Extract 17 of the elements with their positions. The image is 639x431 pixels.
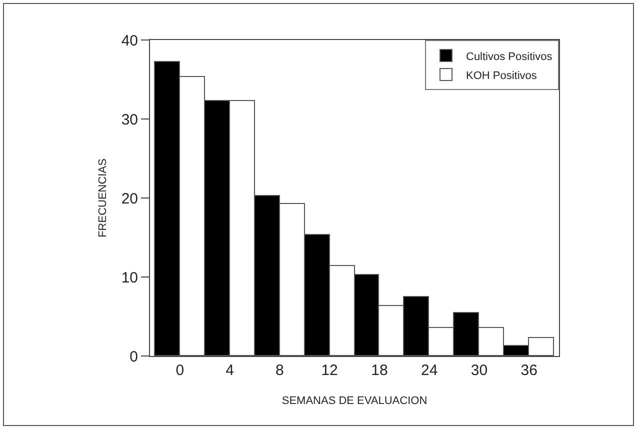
x-tick-label: 36 — [520, 362, 538, 379]
y-tick-label: 20 — [121, 190, 138, 208]
x-axis-title: SEMANAS DE EVALUACION — [282, 395, 428, 408]
x-tick-label: 12 — [321, 362, 338, 379]
legend-label: KOH Positivos — [466, 70, 538, 82]
legend-label: Cultivos Positivos — [466, 50, 553, 63]
x-tick-label: 24 — [420, 362, 438, 379]
x-tick-label: 30 — [470, 362, 488, 379]
x-tick-label: 4 — [226, 362, 234, 379]
x-tick-label: 0 — [176, 362, 184, 379]
y-tick-label: 40 — [121, 32, 138, 50]
x-tick-label: 8 — [276, 362, 284, 379]
y-axis-title: FRECUENCIAS — [96, 158, 109, 238]
y-tick-label: 30 — [121, 111, 138, 128]
y-tick-label: 10 — [121, 269, 138, 286]
y-tick-label: 0 — [130, 348, 138, 366]
x-tick-label: 18 — [371, 362, 388, 379]
